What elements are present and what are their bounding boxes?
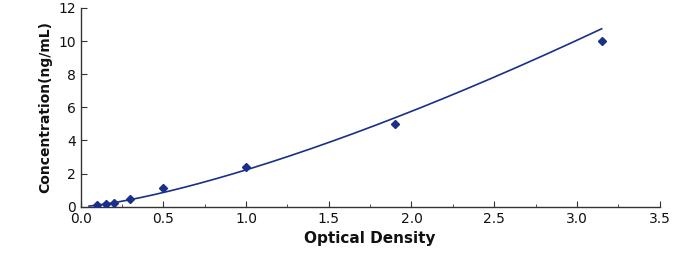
X-axis label: Optical Density: Optical Density [304,231,436,246]
Y-axis label: Concentration(ng/mL): Concentration(ng/mL) [39,21,52,193]
